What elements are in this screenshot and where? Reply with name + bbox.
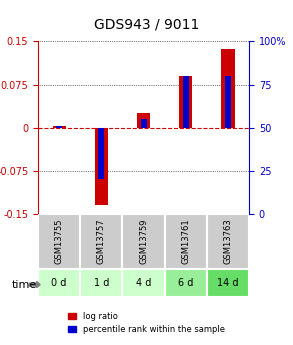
FancyBboxPatch shape [122, 269, 165, 297]
Text: GSM13757: GSM13757 [97, 219, 106, 264]
FancyBboxPatch shape [80, 214, 122, 269]
Text: 14 d: 14 d [217, 278, 239, 288]
Bar [137, 113, 150, 128]
Text: GSM13761: GSM13761 [181, 219, 190, 264]
Text: 1 d: 1 d [94, 278, 109, 288]
Legend: log ratio, percentile rank within the sample: log ratio, percentile rank within the sa… [65, 308, 228, 337]
FancyBboxPatch shape [165, 269, 207, 297]
FancyBboxPatch shape [207, 214, 249, 269]
FancyBboxPatch shape [122, 214, 165, 269]
Bar [141, 119, 146, 128]
FancyBboxPatch shape [80, 269, 122, 297]
Text: 6 d: 6 d [178, 278, 193, 288]
Text: 4 d: 4 d [136, 278, 151, 288]
Text: GSM13759: GSM13759 [139, 219, 148, 264]
Bar [98, 128, 104, 179]
Bar [95, 128, 108, 205]
Bar [179, 76, 193, 128]
FancyBboxPatch shape [207, 269, 249, 297]
FancyBboxPatch shape [38, 214, 80, 269]
FancyBboxPatch shape [165, 214, 207, 269]
Bar [225, 76, 231, 128]
Bar [56, 126, 62, 128]
Bar [52, 127, 66, 128]
FancyBboxPatch shape [38, 269, 80, 297]
Bar [183, 76, 189, 128]
Text: GSM13763: GSM13763 [224, 219, 232, 264]
Bar [221, 49, 235, 128]
Text: 0 d: 0 d [52, 278, 67, 288]
Text: GSM13755: GSM13755 [55, 219, 64, 264]
Text: GDS943 / 9011: GDS943 / 9011 [94, 17, 199, 31]
Text: time: time [12, 280, 37, 289]
